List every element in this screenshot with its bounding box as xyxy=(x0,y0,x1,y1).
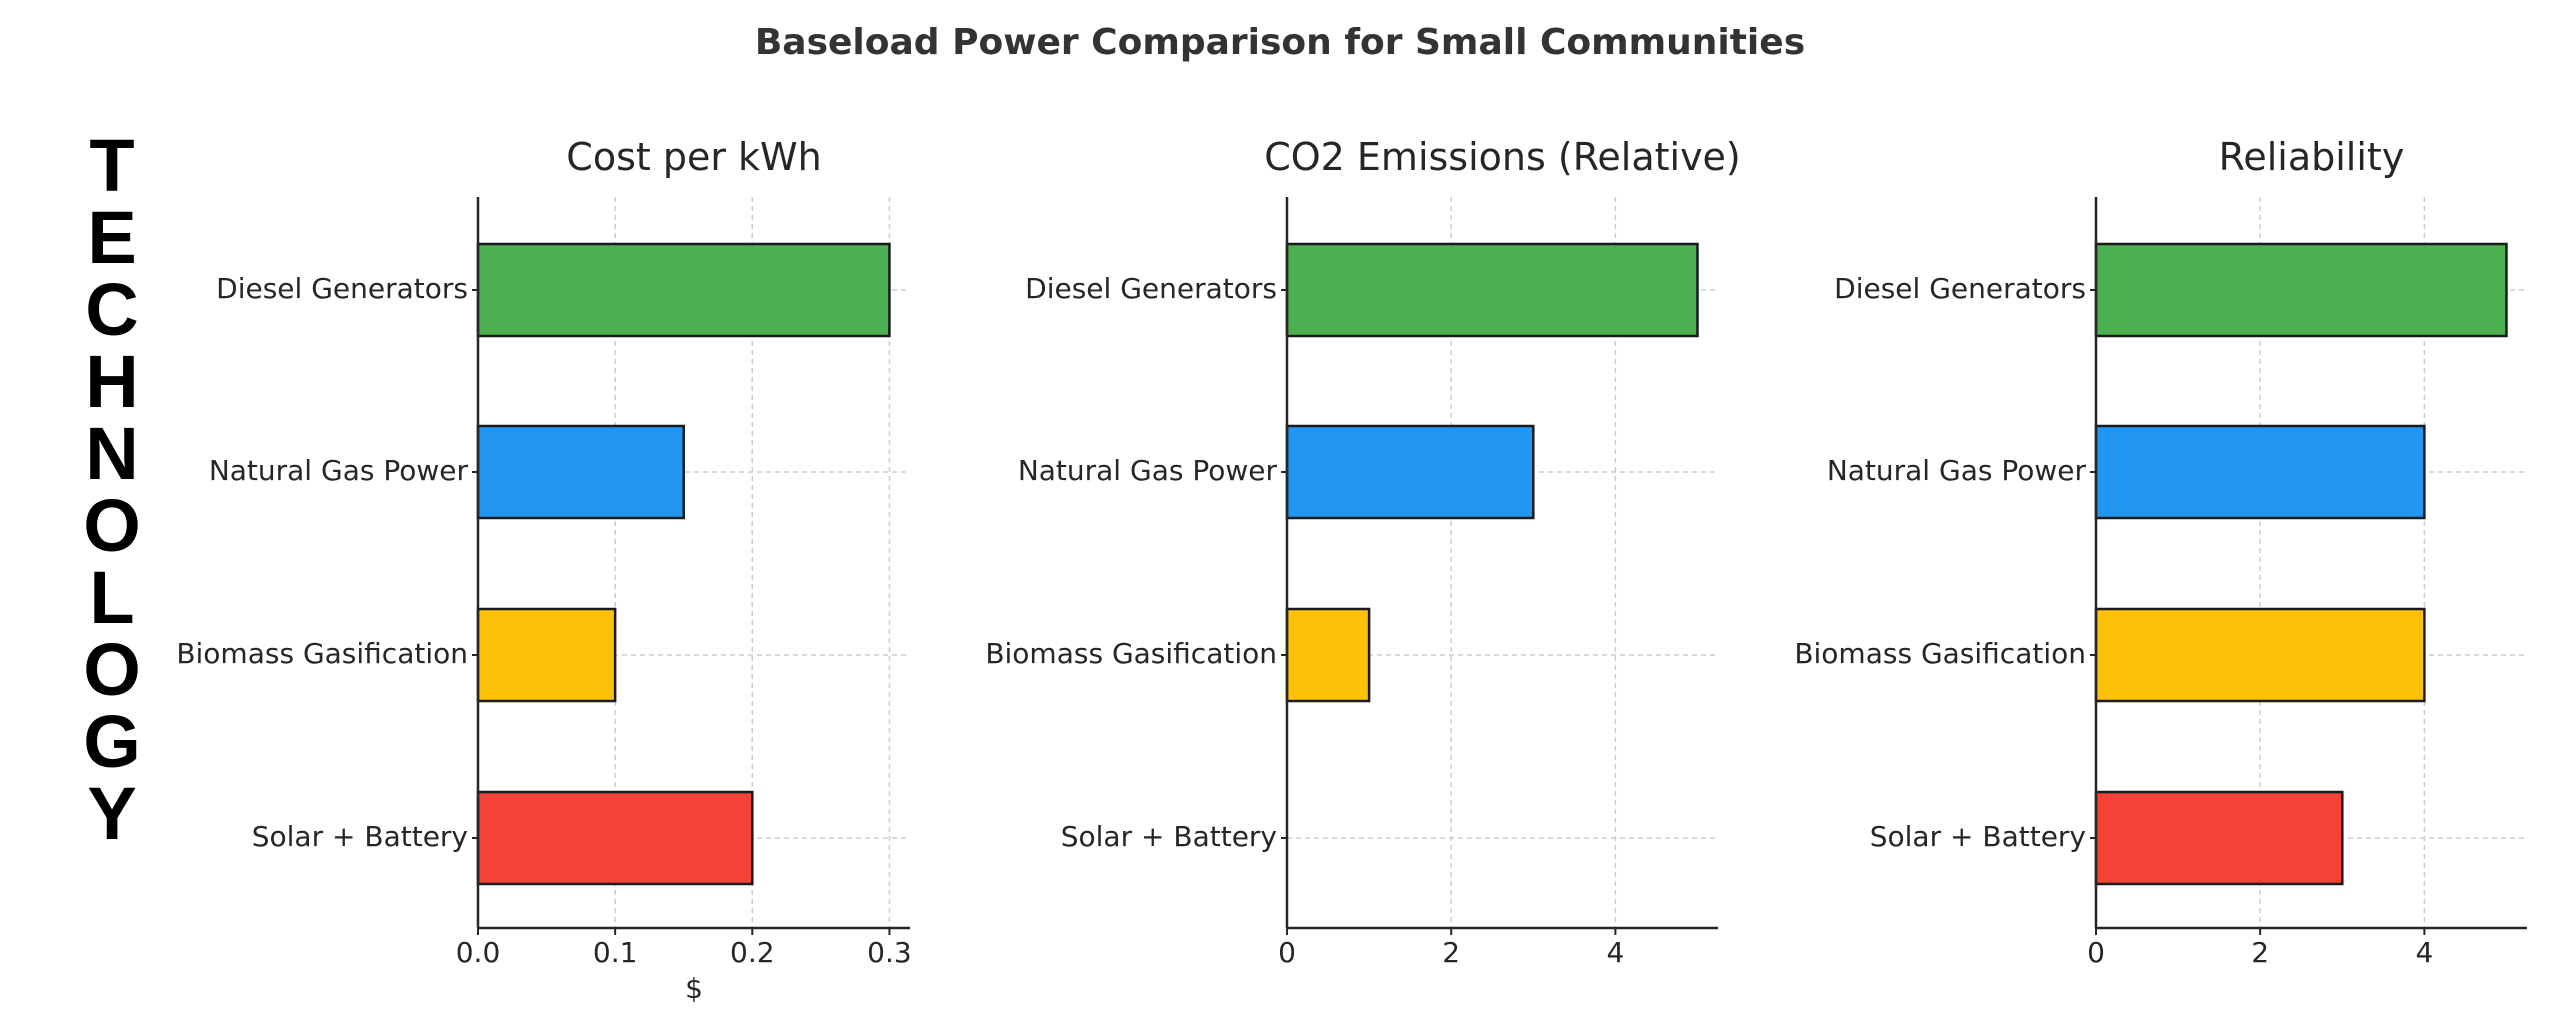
chart-panel-1: Diesel Generators Natural Gas Power Biomas… xyxy=(176,135,911,1005)
side-label-letter: G xyxy=(83,700,141,783)
x-tick-label: 0 xyxy=(2087,936,2105,969)
x-tick-label: 4 xyxy=(2415,936,2433,969)
bar xyxy=(476,424,685,520)
y-tick-label: Diesel Generators xyxy=(216,272,468,305)
bar xyxy=(2094,790,2344,886)
x-tick-label: 0 xyxy=(1278,936,1296,969)
x-tick-label: 0.0 xyxy=(456,936,501,969)
y-tick-label: Diesel Generators xyxy=(1834,272,2086,305)
bar xyxy=(1285,242,1699,338)
y-tick-label: Biomass Gasification xyxy=(176,637,468,670)
side-label-letter: H xyxy=(85,340,139,423)
bar xyxy=(476,242,891,338)
y-tick-label: Solar + Battery xyxy=(1870,820,2086,853)
bar xyxy=(476,790,754,886)
panel-title: Cost per kWh xyxy=(566,135,821,179)
side-label-letter: Y xyxy=(87,772,137,855)
x-tick-label: 4 xyxy=(1606,936,1624,969)
bar xyxy=(2094,607,2426,703)
chart-panel-2: Diesel Generators Natural Gas Power Biomas… xyxy=(985,135,1740,969)
x-tick-label: 2 xyxy=(2251,936,2269,969)
x-tick-label: 2 xyxy=(1442,936,1460,969)
y-tick-label: Natural Gas Power xyxy=(209,454,469,487)
y-tick-label: Solar + Battery xyxy=(252,820,468,853)
y-tick-label: Diesel Generators xyxy=(1025,272,1277,305)
panel-title: CO2 Emissions (Relative) xyxy=(1264,135,1741,179)
x-axis-label: $ xyxy=(685,972,703,1005)
side-label-letter: N xyxy=(85,412,139,495)
y-tick-label: Natural Gas Power xyxy=(1827,454,2087,487)
bar xyxy=(2094,424,2426,520)
bar xyxy=(1285,424,1535,520)
panel-title: Reliability xyxy=(2219,135,2405,179)
side-label-letter: O xyxy=(83,628,141,711)
chart-panel-3: Diesel Generators Natural Gas Power Biomas… xyxy=(1794,135,2527,969)
bar xyxy=(476,607,617,703)
y-tick-label: Biomass Gasification xyxy=(985,637,1277,670)
y-tick-label: Natural Gas Power xyxy=(1018,454,1278,487)
side-label-letter: L xyxy=(89,556,135,639)
chart-suptitle: Baseload Power Comparison for Small Comm… xyxy=(754,22,1806,63)
x-tick-label: 0.1 xyxy=(593,936,638,969)
y-tick-label: Biomass Gasification xyxy=(1794,637,2086,670)
side-label-letter: E xyxy=(87,196,137,279)
side-label-letter: T xyxy=(89,124,135,207)
bar xyxy=(2094,242,2508,338)
side-label-letter: O xyxy=(83,484,141,567)
side-label-letter: C xyxy=(85,268,139,351)
x-tick-label: 0.2 xyxy=(730,936,775,969)
x-tick-label: 0.3 xyxy=(867,936,912,969)
bar xyxy=(1285,607,1371,703)
y-tick-label: Solar + Battery xyxy=(1061,820,1277,853)
